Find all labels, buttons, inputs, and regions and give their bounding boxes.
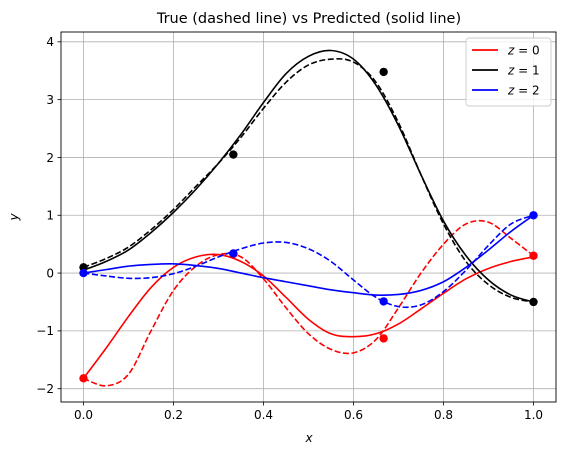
legend-var: z — [507, 43, 515, 57]
marker-point-z1 — [529, 297, 538, 307]
y-tick-label: 2 — [46, 151, 54, 165]
marker-point-z0 — [379, 334, 388, 343]
marker-point-z0 — [79, 374, 88, 383]
predicted-solid-line-z1 — [83, 49, 534, 303]
legend-equals: = — [514, 63, 532, 77]
marker-point-z2 — [529, 211, 538, 220]
legend-equals: = — [514, 83, 532, 97]
marker-point-z2 — [229, 249, 238, 258]
legend-label-z1: z = 1 — [507, 63, 540, 77]
legend-equals: = — [514, 43, 532, 57]
y-axis-label: y — [7, 213, 21, 222]
x-tick-label: 0.4 — [254, 408, 273, 422]
marker-point-z1 — [79, 263, 88, 272]
legend-value: 1 — [532, 63, 540, 77]
true-dashed-line-z0 — [83, 219, 534, 387]
series-z2 — [79, 211, 538, 309]
x-tick-label: 0.6 — [344, 408, 363, 422]
legend-box — [465, 37, 552, 107]
y-tick-label: −1 — [36, 324, 54, 338]
axes-frame — [60, 31, 557, 403]
y-tick-label: 1 — [46, 209, 54, 223]
legend-label-z2: z = 2 — [507, 83, 540, 97]
true-dashed-line-z2 — [83, 214, 534, 309]
x-tick-label: 1.0 — [524, 408, 543, 422]
y-tick-label: 3 — [46, 93, 54, 107]
y-tick-label: 4 — [46, 35, 54, 49]
marker-point-z0 — [529, 251, 538, 260]
true-dashed-line-z1 — [83, 58, 534, 303]
marker-point-z2 — [379, 297, 388, 306]
legend-label-z0: z = 0 — [507, 43, 540, 57]
predicted-solid-line-z2 — [83, 214, 534, 296]
predicted-solid-line-z0 — [82, 253, 534, 379]
legend-value: 0 — [532, 43, 540, 57]
marker-point-z1 — [379, 67, 388, 77]
legend-var: z — [507, 83, 515, 97]
chart-title: True (dashed line) vs Predicted (solid l… — [156, 11, 461, 27]
legend-var: z — [507, 63, 515, 77]
series-z1 — [79, 49, 538, 307]
y-tick-label: −2 — [36, 382, 54, 396]
series-z0 — [79, 219, 538, 387]
marker-point-z2 — [79, 268, 88, 278]
marker-point-z1 — [229, 150, 238, 159]
y-tick-label: 0 — [46, 266, 54, 280]
x-tick-label: 0.0 — [74, 408, 93, 422]
x-tick-label: 0.8 — [434, 408, 453, 422]
x-axis-label: x — [304, 431, 313, 445]
series-layer — [79, 49, 538, 387]
legend: z = 0z = 1z = 2 — [465, 37, 552, 107]
legend-value: 2 — [532, 83, 540, 97]
ticks: 0.0 0.2 0.4 0.6 0.8 1.0 −2 −1 0 1 2 3 4 — [36, 35, 543, 422]
x-tick-label: 0.2 — [164, 408, 183, 422]
